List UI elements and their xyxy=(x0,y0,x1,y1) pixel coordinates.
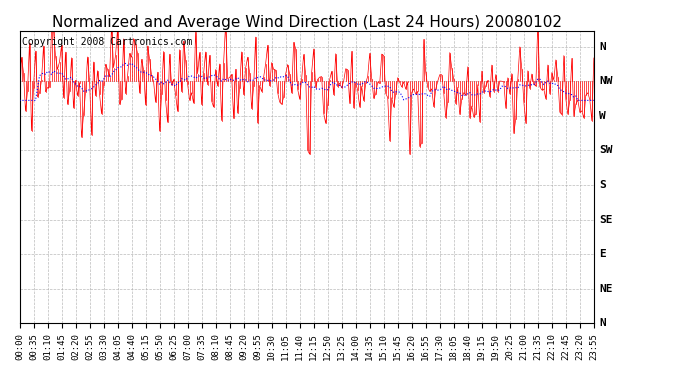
Text: SW: SW xyxy=(600,146,613,155)
Text: NE: NE xyxy=(600,284,613,294)
Title: Normalized and Average Wind Direction (Last 24 Hours) 20080102: Normalized and Average Wind Direction (L… xyxy=(52,15,562,30)
Text: E: E xyxy=(600,249,606,259)
Text: SE: SE xyxy=(600,214,613,225)
Text: NW: NW xyxy=(600,76,613,86)
Text: Copyright 2008 Cartronics.com: Copyright 2008 Cartronics.com xyxy=(22,37,193,47)
Text: N: N xyxy=(600,318,606,328)
Text: S: S xyxy=(600,180,606,190)
Text: W: W xyxy=(600,111,606,121)
Text: N: N xyxy=(600,42,606,51)
